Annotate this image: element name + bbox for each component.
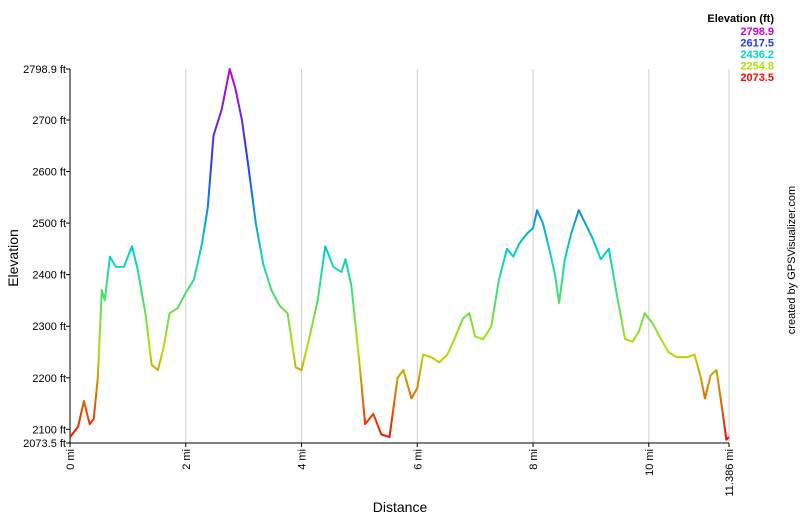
x-tick-label: 4 mi bbox=[297, 449, 309, 470]
x-tick-label: 11.386 mi bbox=[724, 449, 736, 497]
legend-title: Elevation (ft) bbox=[707, 13, 774, 25]
elevation-line bbox=[69, 68, 730, 441]
legend-label: 2617.5 bbox=[740, 38, 774, 50]
legend-label: 2073.5 bbox=[740, 72, 774, 84]
y-axis-title: Elevation bbox=[5, 229, 21, 287]
y-tick-label: 2300 ft bbox=[32, 321, 66, 333]
y-tick-label: 2073.5 ft bbox=[23, 438, 66, 450]
y-tick-label: 2100 ft bbox=[32, 424, 66, 436]
x-tick-label: 8 mi bbox=[528, 449, 540, 470]
legend-label: 2254.8 bbox=[740, 61, 774, 73]
y-tick-label: 2600 ft bbox=[32, 167, 66, 179]
y-tick-label: 2798.9 ft bbox=[23, 64, 66, 76]
y-tick-label: 2200 ft bbox=[32, 373, 66, 385]
x-tick-label: 6 mi bbox=[412, 449, 424, 470]
legend-label: 2798.9 bbox=[740, 26, 774, 38]
credit: created by GPSVisualizer.com bbox=[786, 186, 798, 334]
legend-label: 2436.2 bbox=[740, 49, 774, 61]
y-tick-label: 2700 ft bbox=[32, 115, 66, 127]
x-axis-title: Distance bbox=[373, 499, 428, 515]
x-tick-label: 10 mi bbox=[644, 449, 656, 476]
x-tick-label: 2 mi bbox=[181, 449, 193, 470]
y-tick-label: 2400 ft bbox=[32, 270, 66, 282]
y-tick-label: 2500 ft bbox=[32, 218, 66, 230]
x-tick-label: 0 mi bbox=[65, 449, 77, 470]
